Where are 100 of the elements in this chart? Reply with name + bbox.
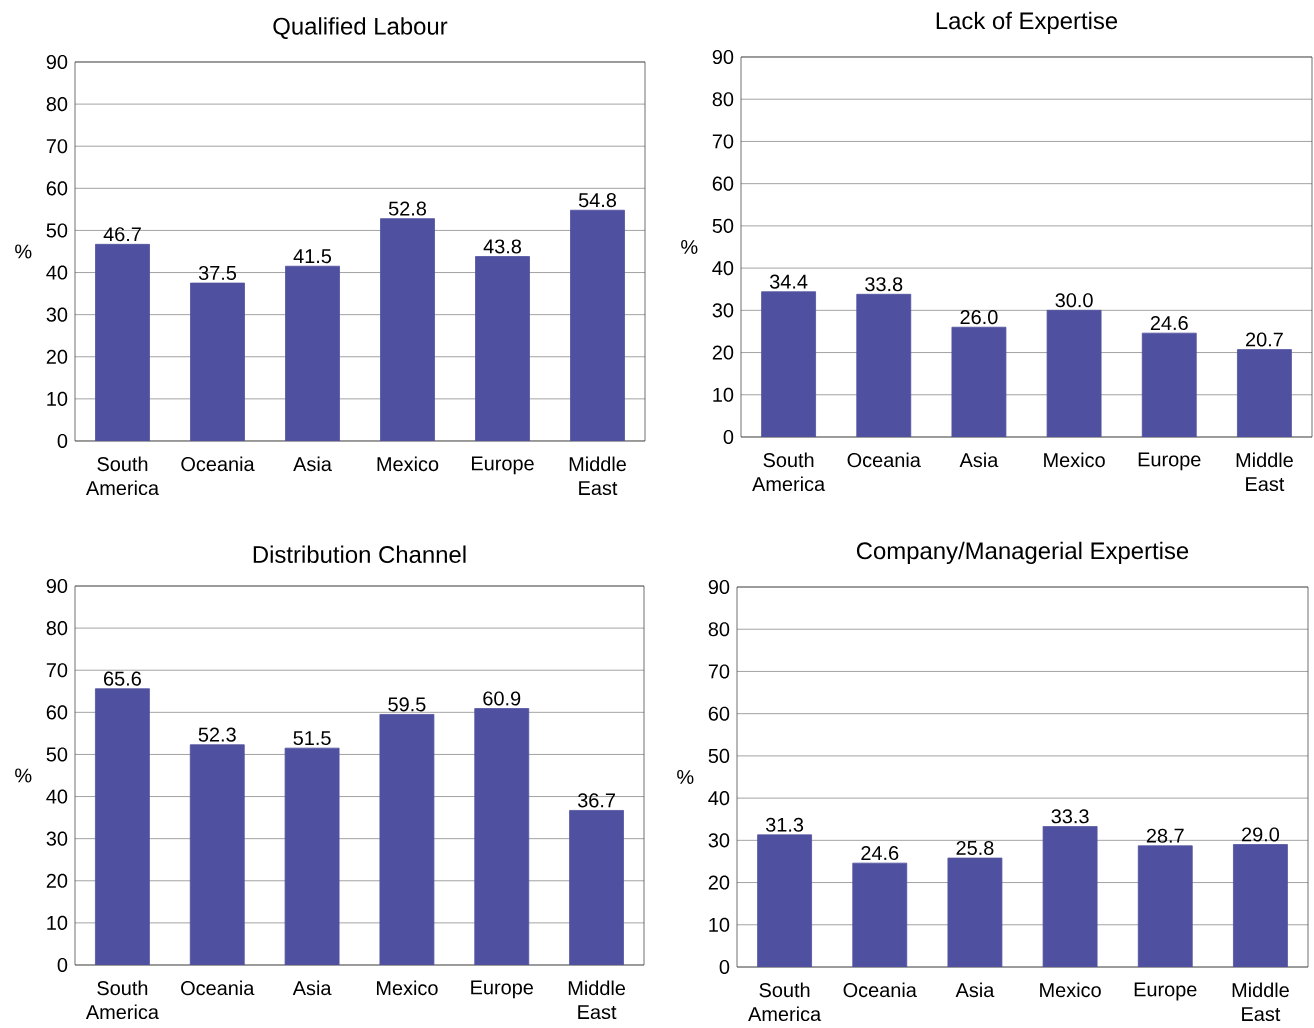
y-tick-label: 10 [47,915,68,931]
y-tick-label: 90 [712,50,734,65]
y-tick-label: 60 [712,176,734,191]
x-tick-label: Asia [293,456,332,472]
data-label: 34.4 [769,274,808,289]
x-tick-label: Oceania [847,452,921,468]
x-tick-label: Middle East [1236,452,1293,492]
y-tick-label: 70 [46,139,68,154]
y-tick-label: 90 [708,580,730,595]
x-tick-label: Middle East [569,456,626,496]
x-tick-label: South America [748,982,822,1022]
x-tick-label: Europe [471,980,533,999]
bar [856,294,912,438]
y-tick-label: 50 [46,747,68,762]
data-label: 31.3 [765,817,804,832]
y-tick-label: 80 [46,97,68,112]
bar [1237,349,1292,438]
bar [189,744,245,966]
data-label: 33.8 [865,277,903,292]
data-label: 41.5 [293,249,332,264]
x-tick-label: South America [85,980,159,1020]
y-tick-label: 10 [709,917,730,932]
data-label: 60.9 [483,691,521,706]
y-tick-label: 30 [46,307,68,322]
data-label: 26.0 [960,310,998,325]
chart-title: Lack of Expertise [936,11,1118,35]
x-tick-label: Mexico [1040,982,1101,998]
y-tick-label: 0 [723,430,734,445]
y-axis-title: % [15,768,32,783]
y-tick-label: 70 [712,134,734,149]
bar [569,810,624,966]
x-tick-label: Europe [472,456,534,475]
x-tick-label: Oceania [181,456,255,472]
bar [1046,310,1102,438]
data-label: 43.8 [483,239,522,254]
y-tick-label: 50 [46,223,68,238]
data-label: 20.7 [1246,332,1283,347]
chart-title: Qualified Labour [273,17,448,40]
data-label: 25.8 [956,841,994,856]
data-label: 30.0 [1055,293,1093,308]
data-label: 65.6 [104,671,141,686]
data-label: 51.5 [293,731,331,746]
bar [951,326,1007,438]
x-tick-label: Oceania [843,982,917,998]
data-label: 52.8 [388,201,427,216]
x-tick-label: Middle East [568,980,626,1020]
chart-title: Distribution Channel [253,545,466,564]
data-label: 36.7 [577,793,615,808]
data-label: 59.5 [388,697,426,712]
y-tick-label: 90 [46,55,68,70]
x-tick-label: South America [752,452,826,492]
y-tick-label: 60 [46,705,68,720]
data-label: 46.7 [103,227,141,242]
y-tick-label: 80 [46,621,68,636]
y-tick-label: 40 [712,261,734,276]
y-axis-title: % [677,770,694,785]
y-tick-label: 40 [46,265,68,280]
y-tick-label: 20 [712,345,734,360]
y-tick-label: 50 [712,218,734,234]
y-tick-label: 10 [47,391,68,407]
bar [95,688,150,966]
x-tick-label: Mexico [376,980,438,996]
y-axis-title: % [681,240,698,255]
data-label: 52.3 [198,727,236,742]
x-tick-label: Asia [292,980,332,996]
y-tick-label: 70 [708,664,730,679]
y-tick-label: 20 [46,873,68,888]
y-tick-label: 20 [708,875,730,890]
y-tick-label: 80 [708,622,730,637]
bar [474,708,530,966]
x-tick-label: Asia [955,982,995,998]
x-tick-label: South America [86,456,160,496]
y-tick-label: 20 [46,349,68,364]
y-axis-title: % [15,244,32,259]
y-tick-label: 60 [46,181,68,196]
y-tick-label: 40 [46,789,68,804]
y-tick-label: 0 [719,960,730,975]
y-tick-label: 90 [46,579,68,594]
data-label: 33.3 [1051,809,1089,824]
chart-title: Company/Managerial Expertise [856,541,1189,565]
x-tick-label: Mexico [1044,452,1105,468]
data-label: 24.6 [861,846,899,861]
y-tick-label: 40 [708,791,730,806]
x-tick-label: Europe [1134,982,1197,1001]
y-tick-label: 0 [57,434,68,449]
y-tick-label: 10 [713,387,734,402]
bar [284,747,340,966]
y-tick-label: 80 [712,92,734,107]
y-tick-label: 0 [57,958,68,973]
data-label: 54.8 [578,193,617,208]
bar [379,714,435,966]
y-tick-label: 30 [708,833,730,848]
y-tick-label: 30 [712,303,734,318]
bar [761,291,816,438]
y-tick-label: 70 [46,663,68,678]
data-label: 37.5 [198,266,237,281]
x-tick-label: Oceania [181,980,255,996]
x-tick-label: Europe [1138,452,1201,471]
x-tick-label: Mexico [377,456,439,472]
y-tick-label: 50 [708,748,730,764]
